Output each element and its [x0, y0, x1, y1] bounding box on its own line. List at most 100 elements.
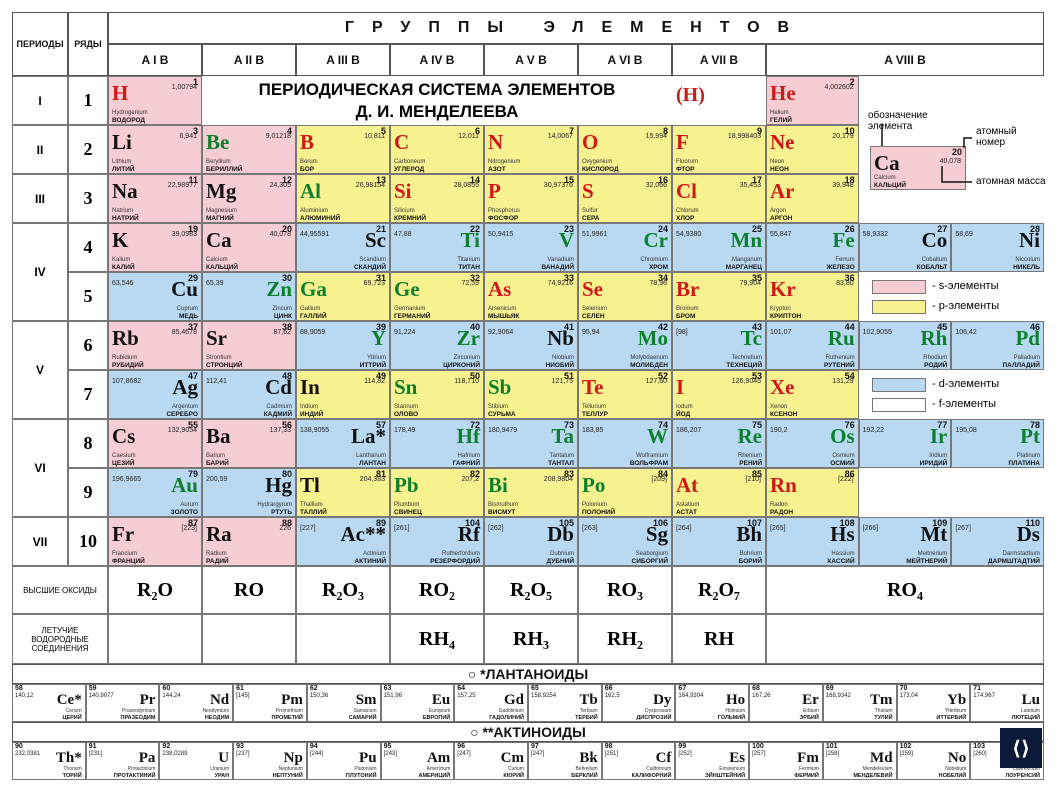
russian-name: ХЛОР [676, 215, 695, 222]
element-Bh: 107 [264] Bh Bohrium БОРИЙ [672, 517, 766, 566]
latin-name: Yttrium [366, 355, 386, 361]
atomic-mass: 47,88 [394, 231, 412, 238]
russian-name: ВОЛЬФРАМ [629, 460, 668, 467]
element-symbol: Md [870, 750, 893, 766]
element-S: 16 32,066 S Sulfur СЕРА [578, 174, 672, 223]
latin-name: Radium [206, 551, 227, 557]
atomic-mass: [267] [955, 525, 971, 532]
legend-label-p: - p-элементы [932, 300, 1000, 312]
russian-name: ТЕХНЕЦИЙ [726, 362, 762, 369]
oxide-formula-3: R₂O₃ [296, 566, 390, 614]
group-header-4: A IV B [390, 44, 484, 76]
latin-name: Calcium [874, 175, 896, 181]
atomic-number: 7 [568, 126, 574, 136]
latin-name: Niccolum [1015, 257, 1040, 263]
oxides-label: ВЫСШИЕ ОКСИДЫ [12, 566, 108, 614]
latin-name: Magnesium [206, 208, 238, 214]
element-symbol: In [300, 375, 320, 399]
element-symbol: Hs [830, 522, 855, 546]
element-Tc: 43 [98] Tc Technetium ТЕХНЕЦИЙ [672, 321, 766, 370]
atomic-number: 77 [937, 420, 948, 430]
row-8: 8 [68, 419, 108, 468]
atomic-number: 70 [899, 685, 908, 692]
russian-name: СТРОНЦИЙ [206, 362, 243, 369]
element-B: 5 10,811 B Borum БОР [296, 125, 390, 174]
atomic-mass: 174,967 [973, 693, 995, 699]
atomic-mass: 39,948 [832, 182, 854, 189]
latin-name: Molybdaenum [630, 355, 668, 361]
element-symbol: La* [350, 424, 386, 448]
atomic-mass: [266] [862, 525, 879, 532]
element-Mt: 109 [266] Mt Meitnerium МЕЙТНЕРИЙ [858, 517, 952, 566]
atomic-number: 58 [15, 685, 23, 692]
russian-name: БОРИЙ [738, 558, 762, 565]
atomic-number: 83 [563, 469, 574, 479]
atomic-mass: [222] [838, 476, 854, 483]
atomic-mass: [247] [457, 751, 471, 757]
atomic-mass: 51,9961 [582, 231, 608, 238]
element-symbol: Th* [55, 750, 82, 766]
element-La: 57 138,9055 La* Lanthanum ЛАНТАН [296, 419, 390, 468]
atomic-number: 47 [187, 371, 198, 381]
atomic-mass: 121,75 [551, 378, 573, 385]
element-symbol: Pu [359, 750, 377, 766]
atomic-number: 20 [951, 147, 962, 157]
latin-name: Protactinium [127, 766, 156, 772]
element-Rh: 45 102,9055 Rh Rhodium РОДИЙ [858, 321, 952, 370]
atomic-number: 96 [457, 743, 466, 750]
app-logo-icon[interactable]: ⟨⟩ [1000, 728, 1042, 768]
atomic-mass: 88,9059 [300, 329, 326, 336]
russian-name: КОБАЛЬТ [916, 264, 948, 271]
latin-name: Bohrium [739, 551, 762, 557]
latin-name: Einsteinium [719, 766, 746, 772]
element-symbol: Pr [139, 692, 156, 708]
atomic-number: 1 [192, 77, 198, 87]
atomic-number: 9 [756, 126, 762, 136]
atomic-mass: 91,224 [394, 329, 416, 336]
russian-name: СИБОРГИЙ [631, 558, 668, 565]
element-symbol: Be [206, 130, 230, 154]
atomic-mass: 192,22 [862, 427, 885, 434]
element-At: 85 [210] At Astatium АСТАТ [672, 468, 766, 517]
russian-name: БОР [300, 166, 315, 173]
atomic-number: 85 [751, 469, 762, 479]
atomic-mass: 118,710 [454, 378, 479, 385]
atomic-mass: [258] [825, 751, 840, 757]
russian-name: МАРГАНЕЦ [725, 264, 762, 271]
latin-name: Holmium [725, 708, 746, 714]
element-Ra: 88 226 Ra Radium РАДИЙ [202, 517, 296, 566]
atomic-mass: 150,36 [309, 693, 329, 699]
period-I: I [12, 76, 68, 125]
element-symbol: Y [370, 326, 386, 350]
element-Mo: 42 95,94 Mo Molybdaenum МОЛИБДЕН [578, 321, 672, 370]
element-symbol: Re [737, 424, 763, 448]
atomic-number: 109 [932, 518, 948, 528]
atomic-mass: 137,33 [269, 427, 291, 434]
latin-name: Stibium [488, 404, 509, 410]
oxide-formula-6: RO₃ [578, 566, 672, 614]
atomic-mass: [231] [88, 751, 103, 757]
russian-name: ПОЛОНИЙ [582, 509, 616, 516]
atomic-number: 44 [844, 322, 855, 332]
russian-name: ХРОМ [648, 264, 668, 271]
latin-name: Promethium [275, 708, 303, 714]
atomic-mass: 14,0067 [547, 133, 573, 140]
element-symbol: As [488, 277, 512, 301]
actinides-Cm: 96 [247] Cm Curium КЮРИЙ [454, 742, 528, 780]
atomic-mass: [223] [181, 525, 197, 532]
russian-name: ДУБНИЙ [546, 558, 574, 565]
lanthanides-Gd: 64 157,25 Gd Gadolinium ГАДОЛИНИЙ [454, 684, 528, 722]
latin-name: Darmstadtium [1002, 551, 1040, 557]
element-symbol: Ta [551, 424, 574, 448]
element-symbol: Hf [456, 424, 480, 448]
element-symbol: Dy [653, 692, 672, 708]
russian-name: ГЕРМАНИЙ [394, 313, 431, 320]
title-line-2: Д. И. МЕНДЕЛЕЕВА [355, 102, 519, 121]
latin-name: Aurum [180, 502, 198, 508]
actinides-Md: 101 [258] Md Mendelevium МЕНДЕЛЕВИЙ [822, 742, 897, 780]
element-symbol: Ne [770, 130, 795, 154]
hydride-formula-6: RH₂ [578, 614, 672, 664]
russian-name: САМАРИЙ [348, 715, 377, 721]
latin-name: Fluorum [676, 159, 699, 165]
atomic-mass: 28,0855 [453, 182, 479, 189]
